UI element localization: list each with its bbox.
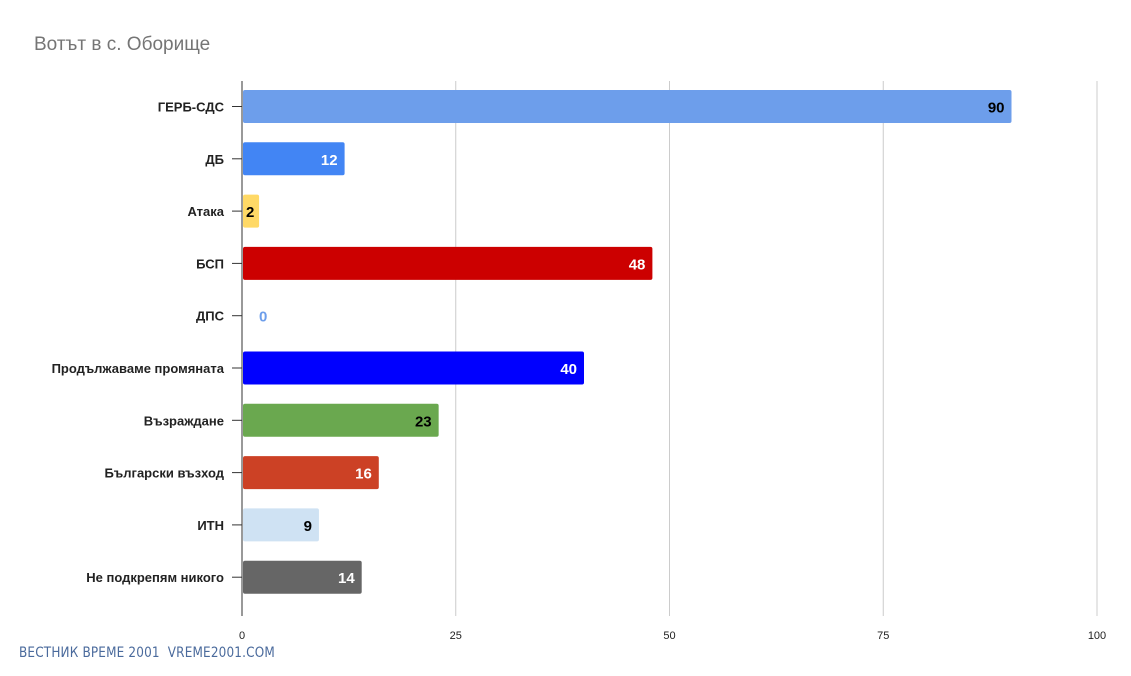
bar xyxy=(243,508,319,542)
bar xyxy=(243,246,653,280)
x-tick-label: 50 xyxy=(663,630,675,642)
data-label: 12 xyxy=(321,152,338,169)
grid-lines xyxy=(455,81,1098,616)
data-label: 0 xyxy=(259,309,267,326)
bar xyxy=(243,351,584,385)
chart-title: Вотът в с. Оборище xyxy=(34,34,211,55)
data-label: 40 xyxy=(560,361,577,378)
category-label: Не подкрепям никого xyxy=(86,570,224,585)
x-tick-label: 25 xyxy=(450,630,462,642)
data-label: 48 xyxy=(629,256,646,273)
data-label: 14 xyxy=(338,570,355,587)
x-tick-labels: 0 25 50 75 100 xyxy=(239,630,1106,642)
category-label: Български възход xyxy=(104,466,224,481)
bar xyxy=(243,456,379,490)
category-label: БСП xyxy=(196,256,224,271)
bars: 90 12 2 48 0 40 23 16 9 14 xyxy=(243,90,1012,594)
x-tick-label: 0 xyxy=(239,630,245,642)
category-label: ГЕРБ-СДС xyxy=(158,100,225,115)
category-label: ДБ xyxy=(205,152,224,167)
data-label: 23 xyxy=(415,413,432,430)
category-label: Възраждане xyxy=(144,413,224,428)
footer-credit: ВЕСТНИК ВРЕМЕ 2001 VREME2001.COM xyxy=(19,645,275,661)
category-label: Продължаваме промяната xyxy=(52,361,225,376)
category-label: ИТН xyxy=(197,518,224,533)
category-label: Атака xyxy=(187,204,224,219)
bar xyxy=(243,560,362,594)
y-axis xyxy=(232,81,243,616)
data-label: 9 xyxy=(304,518,312,535)
bar xyxy=(243,90,1012,123)
data-label: 2 xyxy=(246,204,254,221)
x-tick-label: 75 xyxy=(877,630,889,642)
x-tick-label: 100 xyxy=(1088,630,1106,642)
bar xyxy=(243,194,260,228)
bar xyxy=(243,142,345,176)
data-label: 16 xyxy=(355,466,372,483)
bar xyxy=(243,403,439,437)
category-labels: ГЕРБ-СДС ДБ Атака БСП ДПС Продължаваме промян… xyxy=(52,100,225,586)
data-label: 90 xyxy=(988,100,1005,117)
category-label: ДПС xyxy=(196,309,225,324)
